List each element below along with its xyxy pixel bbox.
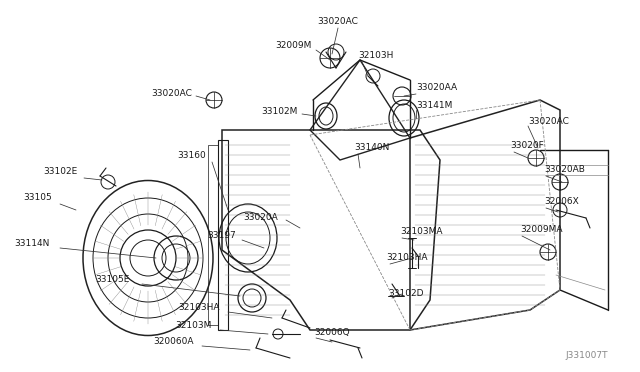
Text: 32103M: 32103M [175,321,212,330]
Text: 33141M: 33141M [416,102,452,110]
Text: 32103MA: 32103MA [400,228,442,237]
Text: J331007T: J331007T [566,352,608,360]
Text: 32009M: 32009M [276,42,312,51]
Text: 33102E: 33102E [44,167,78,176]
Text: 33160: 33160 [177,151,206,160]
Text: 33020AC: 33020AC [528,118,569,126]
Text: 33020AC: 33020AC [151,90,192,99]
Text: 33020A: 33020A [243,214,278,222]
Text: 32006Q: 32006Q [314,327,349,337]
Text: 33102M: 33102M [262,108,298,116]
Text: 32103H: 32103H [358,51,394,61]
Text: 33020AC: 33020AC [317,17,358,26]
Text: 32103HA: 32103HA [179,304,220,312]
Text: 32009MA: 32009MA [520,225,563,234]
Text: 32006X: 32006X [544,198,579,206]
Text: 33140N: 33140N [354,144,389,153]
Text: 33020AB: 33020AB [544,166,585,174]
Text: 33197: 33197 [207,231,236,241]
Text: 33020F: 33020F [510,141,544,151]
Text: 33105E: 33105E [95,276,130,285]
Text: 33114N: 33114N [15,240,50,248]
Text: 320060A: 320060A [154,337,194,346]
Text: 33020AA: 33020AA [416,83,457,93]
Text: 33105: 33105 [23,193,52,202]
Text: 32103HA: 32103HA [386,253,428,263]
Text: 33102D: 33102D [388,289,424,298]
